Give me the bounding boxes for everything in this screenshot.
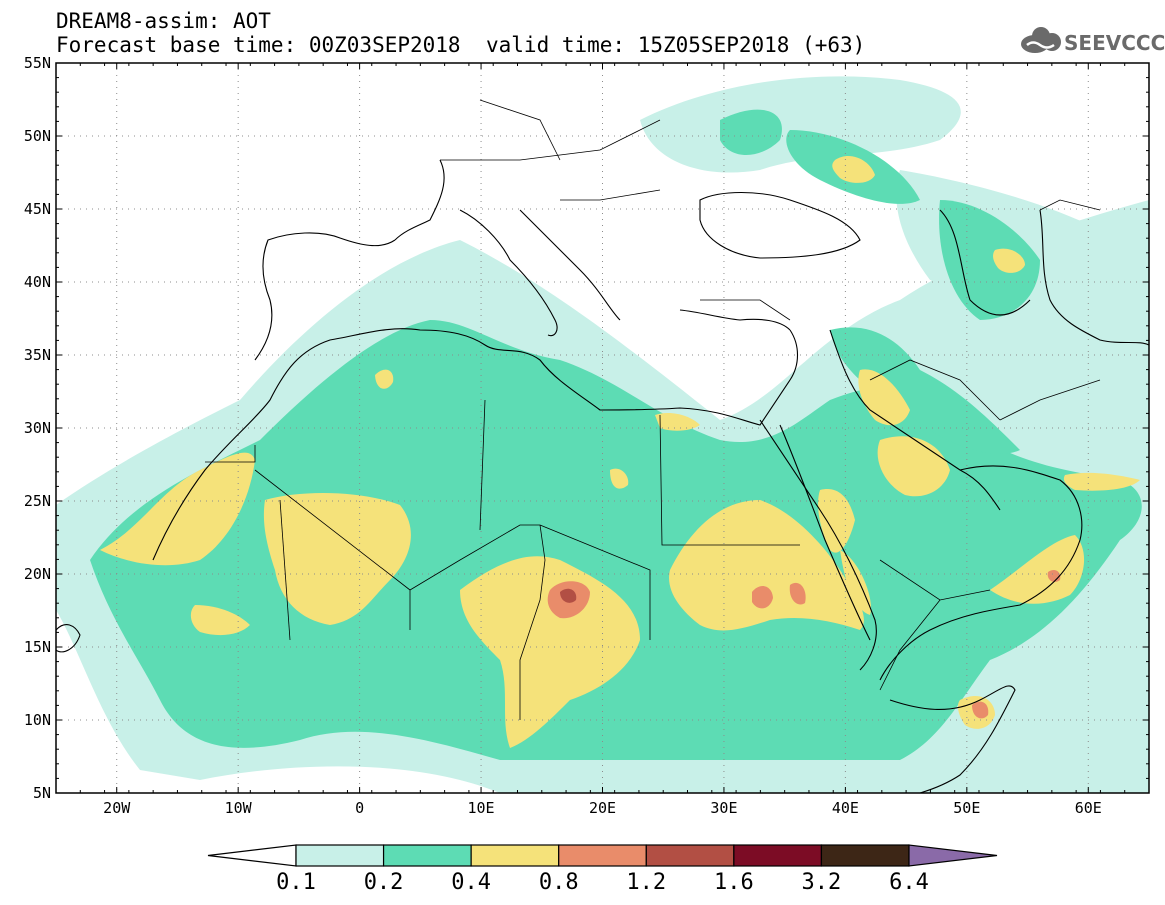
coastlines [56,159,1149,793]
colorbar-segment [645,844,735,867]
colorbar-label: 0.4 [451,870,492,895]
lat-label: 40N [24,273,51,291]
map-title: DREAM8-assim: AOT [56,9,271,33]
lon-label: 60E [1075,799,1102,817]
forecast-base-time: Forecast base time: 00Z03SEP2018 [56,33,461,57]
lat-label: 10N [24,711,51,729]
lat-label: 45N [24,200,51,218]
colorbar-segment [733,844,823,867]
colorbar-segment [470,844,560,867]
cloud-icon [1021,27,1061,53]
colorbar-label: 1.6 [713,870,754,895]
axis-ticks [55,62,1150,794]
lon-label: 40E [832,799,859,817]
aot-contours [56,63,1149,793]
country-borders [205,99,1101,720]
colorbar-label: 0.1 [276,870,316,895]
lat-label: 55N [24,54,51,72]
lon-label: 0 [355,799,364,817]
lon-label: 10W [225,799,253,817]
lon-label: 50E [953,799,980,817]
lon-label: 20E [589,799,616,817]
lon-label: 20W [103,799,131,817]
colorbar-over-triangle [908,844,998,867]
colorbar-label: 0.8 [538,870,579,895]
colorbar-segment [295,844,385,867]
lon-label: 10E [468,799,495,817]
logo-text: SEEVCCC [1064,31,1165,55]
lon-axis-labels: 20W 10W 0 10E 20E 30E 40E 50E 60E [103,799,1102,817]
lat-label: 30N [24,419,51,437]
colorbar [207,844,998,867]
colorbar-segment [382,844,472,867]
lon-label: 30E [710,799,737,817]
colorbar-label: 6.4 [889,870,929,895]
colorbar-segment [558,844,647,867]
valid-time: valid time: 15Z05SEP2018 (+63) [486,33,866,57]
grid-lines [56,63,1149,793]
lat-label: 35N [24,346,51,364]
colorbar-segment [820,844,910,867]
colorbar-label: 0.2 [363,870,404,895]
colorbar-label: 1.2 [626,870,667,895]
lat-axis-labels: 55N 50N 45N 40N 35N 30N 25N 20N 15N 10N 5N [24,54,51,802]
lat-label: 15N [24,638,51,656]
lat-label: 50N [24,127,51,145]
colorbar-under-triangle [207,844,297,867]
colorbar-label: 3.2 [801,870,842,895]
lat-label: 20N [24,565,51,583]
lat-label: 5N [33,784,51,802]
lat-label: 25N [24,492,51,510]
